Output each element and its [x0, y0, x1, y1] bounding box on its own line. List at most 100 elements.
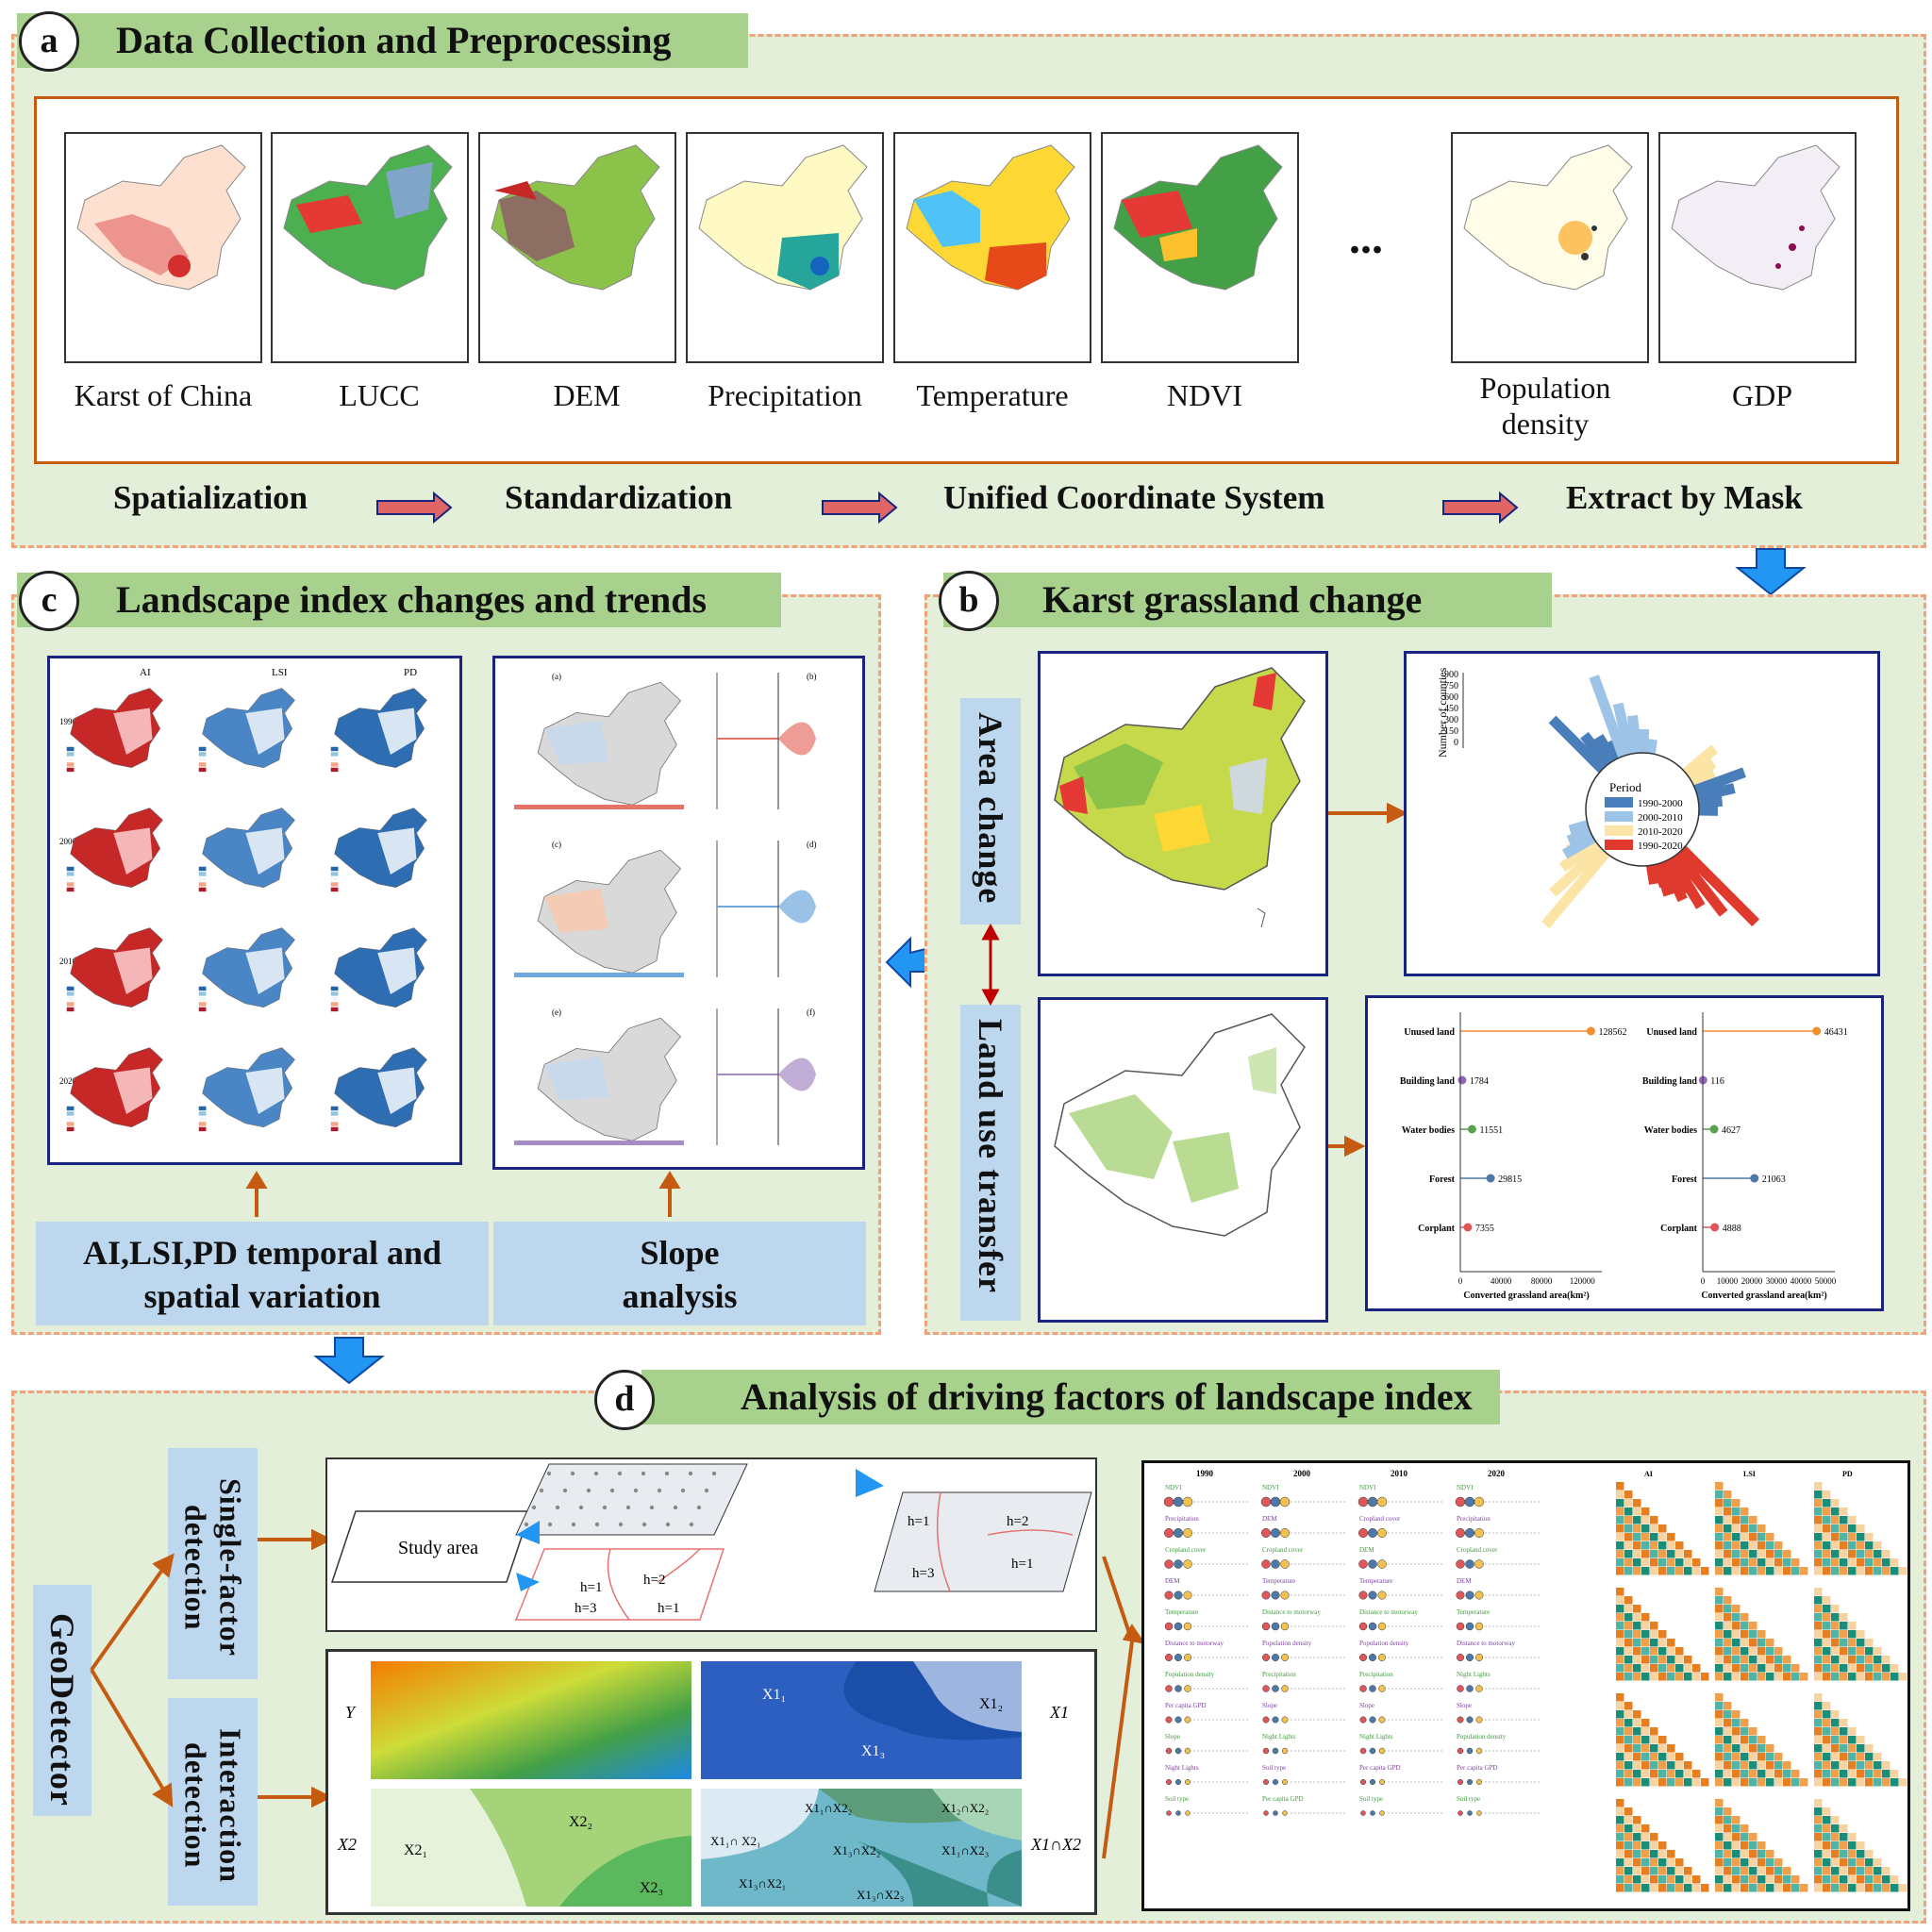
heat-cell [1724, 1491, 1732, 1499]
heat-cell [1831, 1736, 1840, 1744]
heat-cell [1774, 1656, 1783, 1664]
heat-cell [1715, 1507, 1724, 1516]
heat-cell [1675, 1867, 1684, 1875]
factor-name: Precipitation [1262, 1671, 1296, 1678]
sample-dot [524, 1522, 529, 1527]
heat-cell [1658, 1630, 1667, 1639]
heat-cell [1675, 1770, 1684, 1778]
heat-cell [1857, 1875, 1865, 1884]
factor-bubble [1475, 1747, 1483, 1755]
heat-cell [1865, 1567, 1874, 1575]
heat-cell [1831, 1884, 1840, 1892]
heat-cell [1667, 1541, 1675, 1550]
heat-cell [1749, 1761, 1757, 1770]
heat-cell [1633, 1710, 1641, 1719]
heat-cell [1840, 1736, 1848, 1744]
heat-cell [1848, 1867, 1857, 1875]
factor-bubble [1465, 1591, 1474, 1600]
heat-cell [1724, 1558, 1732, 1567]
slope-density [778, 722, 816, 756]
slope-panel-tag: (d) [807, 840, 817, 849]
heat-cell [1848, 1558, 1857, 1567]
factor-bubble [1165, 1716, 1173, 1724]
heat-cell [1823, 1499, 1831, 1507]
factor-bubble [1474, 1622, 1484, 1631]
heat-cell [1899, 1778, 1907, 1787]
sample-dot [617, 1471, 623, 1476]
slope-map [537, 1017, 682, 1141]
factor-name: Night Lights [1359, 1733, 1393, 1740]
heat-cell [1658, 1664, 1667, 1673]
heat-cell [1624, 1816, 1633, 1824]
heat-cell [1675, 1664, 1684, 1673]
heat-cell [1684, 1778, 1692, 1787]
heat-cell [1650, 1664, 1658, 1673]
heat-cell [1766, 1673, 1774, 1681]
heat-cell [1857, 1761, 1865, 1770]
heat-cell [1616, 1736, 1624, 1744]
heat-cell [1757, 1647, 1766, 1656]
heat-cell [1757, 1867, 1766, 1875]
heat-cell [1840, 1613, 1848, 1622]
heat-cell [1715, 1727, 1724, 1736]
heat-cell [1831, 1630, 1840, 1639]
heat-cell [1732, 1622, 1740, 1630]
heat-cell [1740, 1541, 1749, 1550]
factor-bubble [1183, 1622, 1192, 1631]
heat-cell [1732, 1639, 1740, 1647]
factor-bubble [1475, 1654, 1483, 1661]
heat-cell [1658, 1550, 1667, 1558]
map-lucc [271, 132, 469, 363]
factor-bubble [1377, 1622, 1387, 1631]
heat-cell [1840, 1875, 1848, 1884]
heat-cell [1749, 1841, 1757, 1850]
factor-bubble [1261, 1591, 1271, 1600]
transfer-value: 4627 [1722, 1125, 1740, 1136]
sample-dot [625, 1505, 631, 1510]
heat-cell [1650, 1622, 1658, 1630]
heat-cell [1650, 1778, 1658, 1787]
heat-cell [1724, 1524, 1732, 1533]
panel-b-badge: b [939, 571, 999, 631]
factor-bubble [1174, 1654, 1182, 1661]
polar-bar [1673, 850, 1728, 917]
sample-dot [641, 1522, 647, 1527]
svg-text:X1₁: X1₁ [762, 1687, 786, 1703]
heat-cell [1882, 1884, 1890, 1892]
heat-cell [1616, 1710, 1624, 1719]
heat-cell [1624, 1656, 1633, 1664]
heat-cell [1641, 1761, 1650, 1770]
heat-cell [1650, 1533, 1658, 1541]
heat-cell [1840, 1541, 1848, 1550]
polar-legend-label: 1990-2020 [1638, 841, 1683, 852]
heat-cell [1749, 1867, 1757, 1875]
polar-legend-swatch [1605, 825, 1633, 836]
heat-cell [1633, 1647, 1641, 1656]
factor-name: Distance to motorway [1359, 1608, 1418, 1616]
heat-cell [1724, 1816, 1732, 1824]
heat-cell [1624, 1875, 1633, 1884]
factor-bubble [1261, 1528, 1271, 1538]
heat-cell [1724, 1541, 1732, 1550]
heat-cell [1814, 1613, 1823, 1622]
c-year-label: 1990 [59, 717, 77, 726]
heat-cell [1633, 1541, 1641, 1550]
factor-bubble [1464, 1496, 1475, 1507]
heat-cell [1624, 1647, 1633, 1656]
factor-bubble [1367, 1496, 1378, 1507]
sample-dot [688, 1471, 693, 1476]
c-col-title: AI [140, 667, 151, 678]
heat-cell [1823, 1524, 1831, 1533]
heat-cell [1774, 1778, 1783, 1787]
heat-cell [1624, 1770, 1633, 1778]
heat-cell [1757, 1630, 1766, 1639]
heat-cell [1857, 1778, 1865, 1787]
sample-dot [531, 1505, 537, 1510]
heat-cell [1675, 1753, 1684, 1761]
heat-cell [1840, 1884, 1848, 1892]
factor-bubble [1359, 1716, 1367, 1724]
heat-cell [1715, 1702, 1724, 1710]
heat-cell [1732, 1673, 1740, 1681]
row-label-y: Y [345, 1703, 357, 1722]
heat-cell [1667, 1673, 1675, 1681]
